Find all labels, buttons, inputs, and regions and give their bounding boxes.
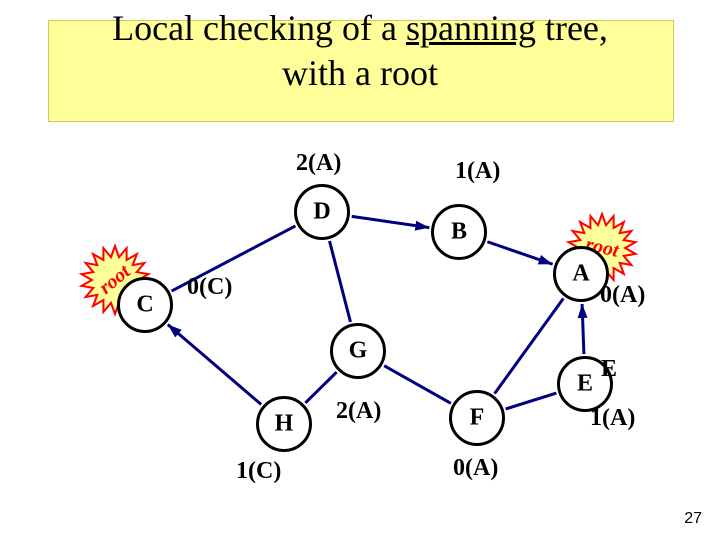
node-label: F: [452, 405, 502, 432]
edge: [495, 298, 564, 393]
arrowhead-icon: [578, 304, 588, 318]
node-b: B: [431, 204, 487, 260]
node-annotation: 1(A): [455, 158, 500, 185]
node-annotation: 0(A): [453, 455, 498, 482]
edge: [330, 241, 351, 322]
arrowhead-icon: [168, 325, 182, 338]
node-annotation: 0(C): [187, 274, 232, 301]
edge: [487, 242, 552, 264]
node-label: B: [434, 219, 484, 246]
annotation-label: 2(A): [336, 398, 381, 425]
edge: [305, 372, 336, 403]
node-annotation: 0(A): [600, 282, 645, 309]
node-label: A: [556, 261, 606, 288]
node-c: C: [117, 277, 173, 333]
arrowhead-icon: [415, 221, 430, 231]
node-d: D: [294, 184, 350, 240]
annotation-label: E: [601, 356, 617, 383]
edge: [168, 325, 261, 405]
node-label: G: [333, 338, 383, 365]
node-h: H: [256, 396, 312, 452]
edge: [582, 304, 584, 354]
node-g: G: [330, 323, 386, 379]
node-label: D: [297, 199, 347, 226]
edge: [506, 393, 557, 409]
node-label: H: [259, 411, 309, 438]
edge: [352, 216, 430, 227]
node-annotation: 2(A): [296, 150, 341, 177]
arrowhead-icon: [538, 255, 553, 264]
node-f: F: [449, 390, 505, 446]
node-annotation: 1(C): [236, 458, 281, 485]
node-annotation: 1(A): [590, 405, 635, 432]
node-label: C: [120, 292, 170, 319]
slide-number: 27: [684, 510, 702, 528]
edge: [384, 366, 451, 404]
diagram-stage: rootrootDBACGHFE 2(A)1(A)0(A)0(C)1(C)0(A…: [0, 0, 720, 540]
